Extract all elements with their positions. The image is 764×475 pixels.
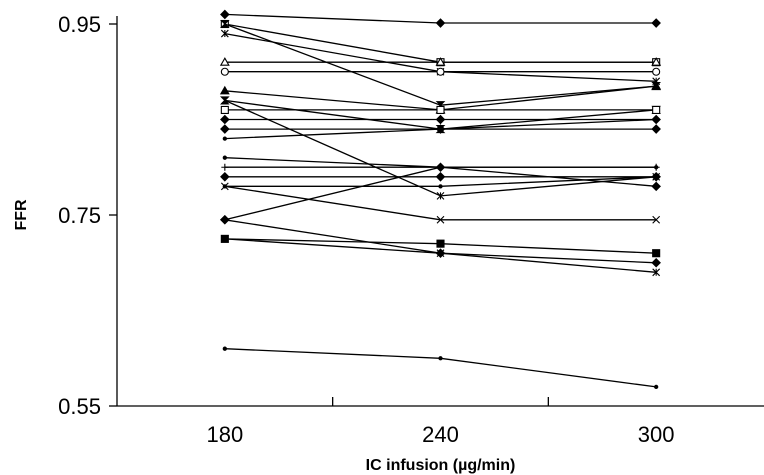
data-point-marker — [651, 124, 661, 134]
data-point-marker — [220, 105, 229, 114]
data-point-marker — [220, 9, 230, 20]
data-point-marker — [652, 215, 661, 224]
data-point-marker — [220, 67, 229, 76]
data-point-marker — [436, 249, 445, 258]
data-point-marker — [438, 184, 443, 189]
data-point-marker — [651, 18, 661, 28]
data-point-marker — [651, 181, 661, 192]
data-point-marker — [220, 182, 229, 191]
data-point-marker — [436, 215, 445, 224]
data-point-marker — [651, 257, 661, 268]
data-point-marker — [654, 117, 659, 122]
series-line — [224, 348, 657, 388]
data-point-marker — [220, 114, 230, 125]
series-group — [219, 9, 662, 390]
series-line — [224, 185, 657, 221]
x-axis-ticks: 180 240 300 — [206, 397, 675, 447]
data-series-10 — [220, 105, 661, 114]
data-point-marker — [220, 124, 230, 134]
data-series-23 — [222, 346, 659, 390]
y-tick-label: 0.95 — [58, 12, 101, 37]
data-point-marker — [220, 29, 229, 38]
data-point-marker — [652, 67, 661, 76]
x-tick-label: 180 — [206, 422, 243, 447]
data-point-marker — [651, 57, 662, 66]
data-series-1 — [220, 9, 661, 28]
data-point-marker — [435, 114, 446, 125]
x-axis-title: IC infusion (µg/min) — [366, 457, 516, 474]
data-point-marker — [436, 67, 445, 76]
data-point-marker — [436, 105, 445, 114]
data-point-marker — [220, 19, 230, 29]
data-point-marker — [436, 239, 445, 248]
data-point-marker — [651, 80, 662, 90]
data-point-marker — [652, 268, 661, 277]
data-point-marker — [436, 192, 445, 200]
data-point-marker — [654, 384, 659, 390]
data-series-13 — [222, 117, 659, 141]
data-point-marker — [220, 234, 229, 243]
x-tick-label: 240 — [422, 422, 459, 447]
data-point-marker — [438, 126, 443, 132]
data-point-marker — [438, 356, 443, 361]
data-point-marker — [652, 163, 660, 171]
data-point-marker — [435, 162, 446, 173]
data-point-marker — [652, 105, 661, 114]
data-point-marker — [652, 249, 661, 258]
y-tick-label: 0.55 — [58, 394, 101, 419]
x-tick-label: 300 — [638, 422, 675, 447]
y-axis-title: FFR — [13, 199, 30, 231]
data-point-marker — [219, 57, 230, 66]
data-point-marker — [221, 163, 229, 171]
series-line — [224, 23, 657, 63]
data-point-marker — [220, 96, 229, 105]
data-point-marker — [222, 136, 227, 141]
data-point-marker — [435, 57, 446, 66]
data-point-marker — [654, 174, 659, 179]
y-tick-label: 0.75 — [58, 203, 101, 228]
data-series-6 — [220, 67, 661, 76]
data-point-marker — [435, 172, 446, 182]
data-series-18 — [220, 182, 661, 224]
y-axis-ticks: 0.95 0.75 0.55 — [58, 12, 117, 419]
data-point-marker — [222, 155, 227, 160]
data-point-marker — [435, 18, 446, 28]
data-point-marker — [220, 172, 230, 182]
data-point-marker — [222, 346, 227, 351]
data-point-marker — [219, 85, 230, 95]
plot-area: 0.95 0.75 0.55 180 240 300 — [58, 9, 764, 447]
data-series-22 — [220, 234, 661, 277]
data-series-5 — [219, 57, 662, 66]
data-point-marker — [220, 214, 230, 225]
